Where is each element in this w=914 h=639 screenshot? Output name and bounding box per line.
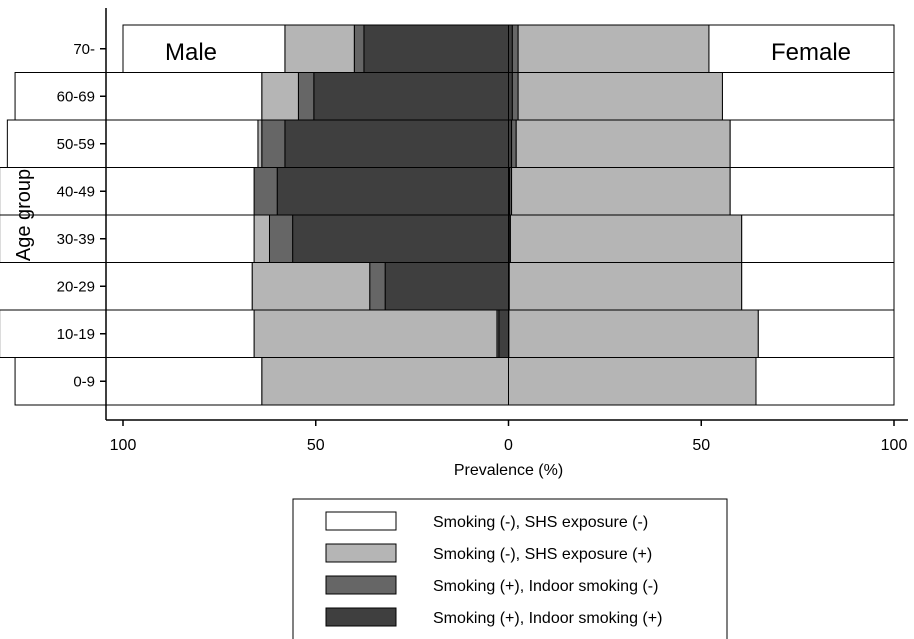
bar-male-50-59-series-2: [261, 119, 286, 168]
bar-male-70--series-3: [363, 24, 509, 73]
y-tick-label: 40-49: [57, 183, 95, 200]
bar-female-10-19-series-1: [508, 309, 759, 358]
bar-male-0-9-series-0: [14, 357, 263, 406]
bar-female-60-69-series-2: [511, 72, 519, 121]
bar-male-10-19-series-1: [253, 309, 498, 358]
bar-female-70--series-0: [708, 24, 895, 73]
bar-male-30-39-series-0: [0, 214, 255, 263]
bar-male-50-59-series-1: [257, 119, 263, 168]
y-tick-label: 10-19: [57, 326, 95, 343]
y-tick-label: 50-59: [57, 136, 95, 153]
legend-swatch: [325, 511, 397, 531]
legend-swatch: [325, 543, 397, 563]
female-panel-label: Female: [771, 39, 851, 66]
bar-male-40-49-series-3: [276, 167, 510, 216]
bar-male-60-69-series-3: [313, 72, 510, 121]
bars-group: [0, 24, 895, 406]
bar-male-60-69-series-0: [14, 72, 263, 121]
bar-female-30-39-series-1: [509, 214, 743, 263]
bar-female-20-29-series-1: [508, 262, 743, 311]
y-tick-label: 60-69: [57, 88, 95, 105]
bar-female-60-69-series-1: [517, 72, 723, 121]
bar-female-0-9-series-0: [755, 357, 895, 406]
bar-male-70--series-1: [284, 24, 355, 73]
bar-female-70--series-1: [517, 24, 710, 73]
bar-female-40-49-series-1: [511, 167, 731, 216]
y-tick-label: 70-: [73, 41, 95, 58]
bar-male-50-59-series-3: [284, 119, 509, 168]
male-panel-label: Male: [165, 39, 217, 66]
x-tick-label: 50: [307, 437, 325, 454]
legend-label: Smoking (-), SHS exposure (+): [433, 546, 652, 563]
bar-female-10-19-series-0: [757, 309, 895, 358]
x-tick-label: 0: [504, 437, 513, 454]
legend-swatch: [325, 575, 397, 595]
bar-female-0-9-series-1: [508, 357, 757, 406]
x-tick-label: 50: [692, 437, 710, 454]
bar-male-10-19-series-3: [498, 309, 509, 358]
bar-female-50-59-series-1: [515, 119, 731, 168]
bar-male-60-69-series-1: [261, 72, 299, 121]
bar-male-30-39-series-1: [253, 214, 270, 263]
bar-male-30-39-series-3: [292, 214, 509, 263]
bar-female-50-59-series-2: [511, 119, 517, 168]
bar-female-30-39-series-0: [741, 214, 895, 263]
y-tick-label: 0-9: [73, 373, 95, 390]
x-tick-label: 100: [110, 437, 137, 454]
bar-male-20-29-series-2: [369, 262, 386, 311]
bar-female-40-49-series-0: [729, 167, 895, 216]
bar-male-40-49-series-0: [0, 167, 255, 216]
bar-female-60-69-series-0: [721, 72, 895, 121]
bar-male-20-29-series-1: [251, 262, 371, 311]
bar-female-20-29-series-0: [741, 262, 895, 311]
bar-female-50-59-series-0: [729, 119, 895, 168]
y-axis-title: Age group: [13, 169, 35, 261]
legend-label: Smoking (-), SHS exposure (-): [433, 514, 648, 531]
x-axis-ticks: 100 50 0 50 100: [110, 420, 908, 454]
legend-label: Smoking (+), Indoor smoking (-): [433, 578, 658, 595]
bar-male-50-59-series-0: [6, 119, 259, 168]
bar-male-30-39-series-2: [268, 214, 294, 263]
bar-male-60-69-series-2: [297, 72, 315, 121]
bar-female-60-69-series-3: [508, 72, 513, 121]
y-tick-label: 30-39: [57, 231, 95, 248]
bar-male-70--series-2: [353, 24, 365, 73]
legend: Smoking (-), SHS exposure (-) Smoking (-)…: [292, 498, 728, 639]
bar-male-20-29-series-3: [384, 262, 510, 311]
bar-female-70--series-3: [508, 24, 513, 73]
axes-group: [105, 8, 908, 421]
bar-male-20-29-series-0: [0, 262, 253, 311]
bar-male-0-9-series-1: [261, 357, 509, 406]
y-axis-ticks: 70- 60-69 50-59 40-49 30-39 20-29 10-19 0-9: [57, 41, 106, 390]
bar-male-10-19-series-0: [0, 309, 255, 358]
bar-male-70--series-0: [122, 24, 286, 73]
legend-label: Smoking (+), Indoor smoking (+): [433, 610, 662, 627]
legend-swatch: [325, 607, 397, 627]
x-axis-title: Prevalence (%): [454, 462, 563, 479]
bar-male-40-49-series-2: [253, 167, 278, 216]
bar-female-70--series-2: [511, 24, 519, 73]
y-tick-label: 20-29: [57, 278, 95, 295]
x-tick-label: 100: [881, 437, 908, 454]
